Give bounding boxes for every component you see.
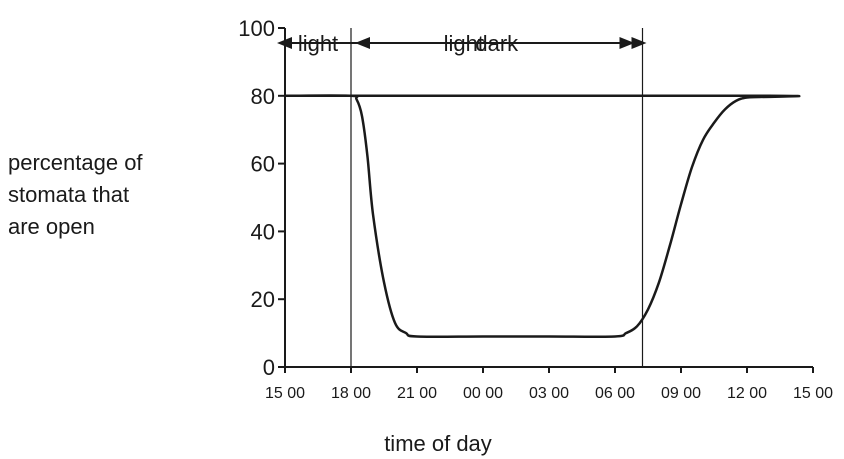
y-tick-label: 20 [251, 287, 275, 312]
y-axis-label: percentage of stomata that are open [8, 147, 208, 243]
x-tick-label: 15 00 [265, 385, 305, 402]
x-tick-label: 12 00 [727, 385, 767, 402]
x-tick-label: 06 00 [595, 385, 635, 402]
period-boundaries [350, 28, 644, 367]
y-axis-label-line: percentage of [8, 150, 143, 175]
y-axis-label-line: are open [8, 214, 95, 239]
period-arrow-head [631, 37, 647, 49]
x-axis-label: time of day [384, 431, 492, 456]
x-tick-label: 18 00 [331, 385, 371, 402]
x-tick-label: 00 00 [463, 385, 503, 402]
y-tick-label: 0 [263, 355, 275, 380]
period-annotation: light [277, 31, 647, 56]
period-arrow-head [277, 37, 292, 49]
x-tick-label: 21 00 [397, 385, 437, 402]
x-ticks: 15 00 18 00 21 00 00 00 03 00 06 00 09 00 12 00… [265, 367, 833, 402]
y-tick-label: 80 [251, 84, 275, 109]
series-group [284, 94, 801, 339]
series-line [284, 94, 801, 339]
y-axis-label-line: stomata that [8, 182, 130, 207]
x-tick-label: 03 00 [529, 385, 569, 402]
x-tick-label: 09 00 [661, 385, 701, 402]
y-tick-label: 40 [251, 219, 275, 244]
y-tick-label: 100 [238, 16, 275, 41]
y-tick-label: 60 [251, 152, 275, 177]
axes [284, 28, 813, 368]
y-ticks: 0 20 40 60 80 100 [238, 16, 285, 380]
x-tick-label: 15 00 [793, 385, 833, 402]
